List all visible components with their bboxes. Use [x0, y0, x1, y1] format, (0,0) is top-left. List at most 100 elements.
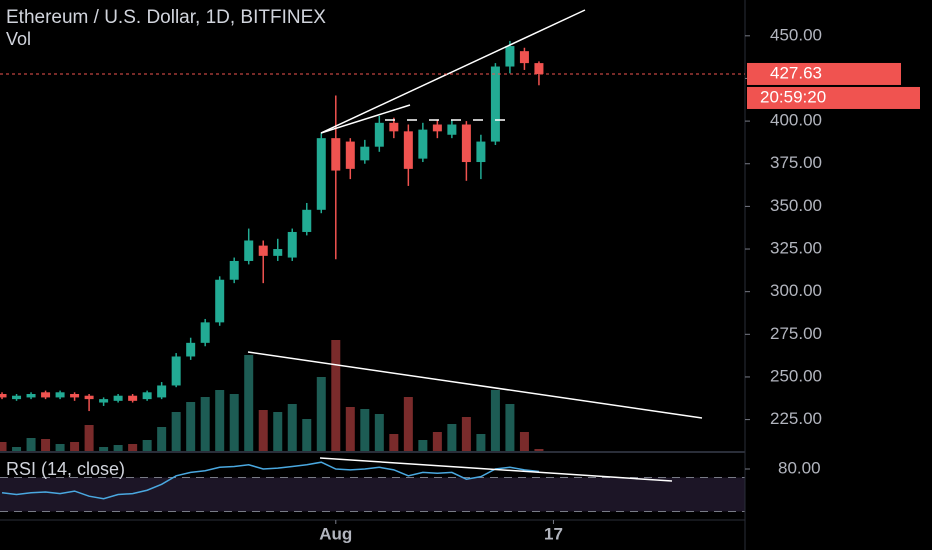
volume-bar: [345, 407, 355, 452]
volume-bar: [0, 442, 7, 452]
candle-body: [113, 395, 123, 401]
candle-body: [186, 342, 196, 357]
candle-body: [447, 124, 457, 135]
rsi-line: [1, 461, 540, 500]
candle-body: [432, 124, 442, 132]
y-tick-label: 325.00: [770, 239, 822, 258]
candle-body: [302, 209, 312, 232]
volume-trend-line: [247, 351, 703, 419]
candle-body: [534, 63, 544, 74]
candle-body: [26, 394, 36, 398]
volume-bar: [142, 440, 152, 452]
candle-body: [316, 138, 326, 210]
candle-body: [287, 231, 297, 258]
countdown-box: [747, 86, 920, 109]
volume-bar: [113, 445, 123, 452]
y-tick-label: 350.00: [770, 196, 822, 215]
volume-bar: [99, 447, 109, 452]
volume-bar: [418, 440, 428, 452]
volume-bar: [505, 404, 515, 452]
volume-label: Vol: [6, 29, 31, 49]
candle-body: [128, 395, 138, 401]
volume-bar: [476, 434, 486, 452]
countdown-label: 20:59:20: [760, 87, 826, 106]
volume-bar: [374, 414, 384, 452]
x-tick-label: 17: [544, 524, 563, 543]
candle-body: [142, 392, 152, 400]
volume-bar: [12, 447, 22, 452]
volume-bar: [447, 424, 457, 452]
plot-area: [0, 40, 745, 512]
candle-body: [0, 394, 7, 398]
volume-bar: [519, 432, 529, 452]
y-tick-label: 375.00: [770, 153, 822, 172]
candle-body: [55, 392, 65, 398]
volume-bar: [215, 390, 225, 452]
last-price-box: [747, 62, 901, 85]
volume-bar: [432, 432, 442, 452]
volume-bar: [229, 394, 239, 452]
volume-bar: [287, 404, 297, 452]
volume-bar: [244, 355, 254, 452]
volume-bar: [389, 434, 399, 452]
candle-body: [99, 399, 109, 403]
volume-bar: [200, 397, 210, 452]
last-price-label: 427.63: [770, 63, 822, 82]
candle-body: [41, 392, 51, 398]
volume-bar: [55, 444, 65, 452]
volume-bar: [461, 417, 471, 452]
rsi-y-tick-label: 80.00: [778, 458, 821, 477]
candle-body: [345, 141, 355, 169]
volume-bar: [258, 410, 268, 452]
candle-body: [331, 138, 341, 171]
y-tick-label: 400.00: [770, 111, 822, 130]
candle-body: [389, 122, 399, 132]
volume-bar: [26, 438, 36, 452]
volume-bar: [331, 340, 341, 452]
candle-body: [403, 131, 413, 169]
volume-bar: [84, 425, 94, 452]
volume-bar: [41, 439, 51, 452]
x-tick-label: Aug: [319, 524, 352, 543]
volume-bar: [128, 444, 138, 452]
candle-body: [244, 240, 254, 261]
candle-body: [200, 322, 210, 343]
volume-bar: [186, 402, 196, 452]
candle-body: [215, 279, 225, 323]
rsi-band: [0, 477, 745, 512]
rsi-trend-line: [319, 457, 673, 482]
volume-bar: [403, 397, 413, 452]
candle-body: [505, 46, 515, 67]
candle-body: [229, 260, 239, 280]
candle-body: [171, 356, 181, 386]
volume-bar: [171, 412, 181, 452]
y-tick-label: 300.00: [770, 281, 822, 300]
candle-body: [84, 395, 94, 400]
candle-body: [374, 122, 384, 147]
volume-bar: [70, 442, 80, 452]
y-tick-label: 275.00: [770, 324, 822, 343]
candle-body: [461, 124, 471, 163]
candle-body: [490, 66, 500, 142]
candle-body: [519, 51, 529, 64]
candle-body: [360, 146, 370, 161]
y-tick-label: 250.00: [770, 366, 822, 385]
candle-body: [418, 129, 428, 159]
candle-body: [273, 249, 283, 256]
y-tick-label: 450.00: [770, 25, 822, 44]
chart-title: Ethereum / U.S. Dollar, 1D, BITFINEX: [6, 7, 326, 28]
trend-line: [320, 9, 586, 134]
volume-bar: [302, 419, 312, 452]
candle-body: [476, 141, 486, 163]
candle-body: [70, 394, 80, 398]
volume-bar: [273, 412, 283, 452]
candle-body: [157, 385, 167, 398]
y-tick-label: 225.00: [770, 409, 822, 428]
rsi-label: RSI (14, close): [6, 459, 125, 479]
volume-bar: [534, 449, 544, 452]
volume-bar: [316, 377, 326, 452]
volume-bar: [157, 427, 167, 452]
volume-bar: [360, 409, 370, 452]
